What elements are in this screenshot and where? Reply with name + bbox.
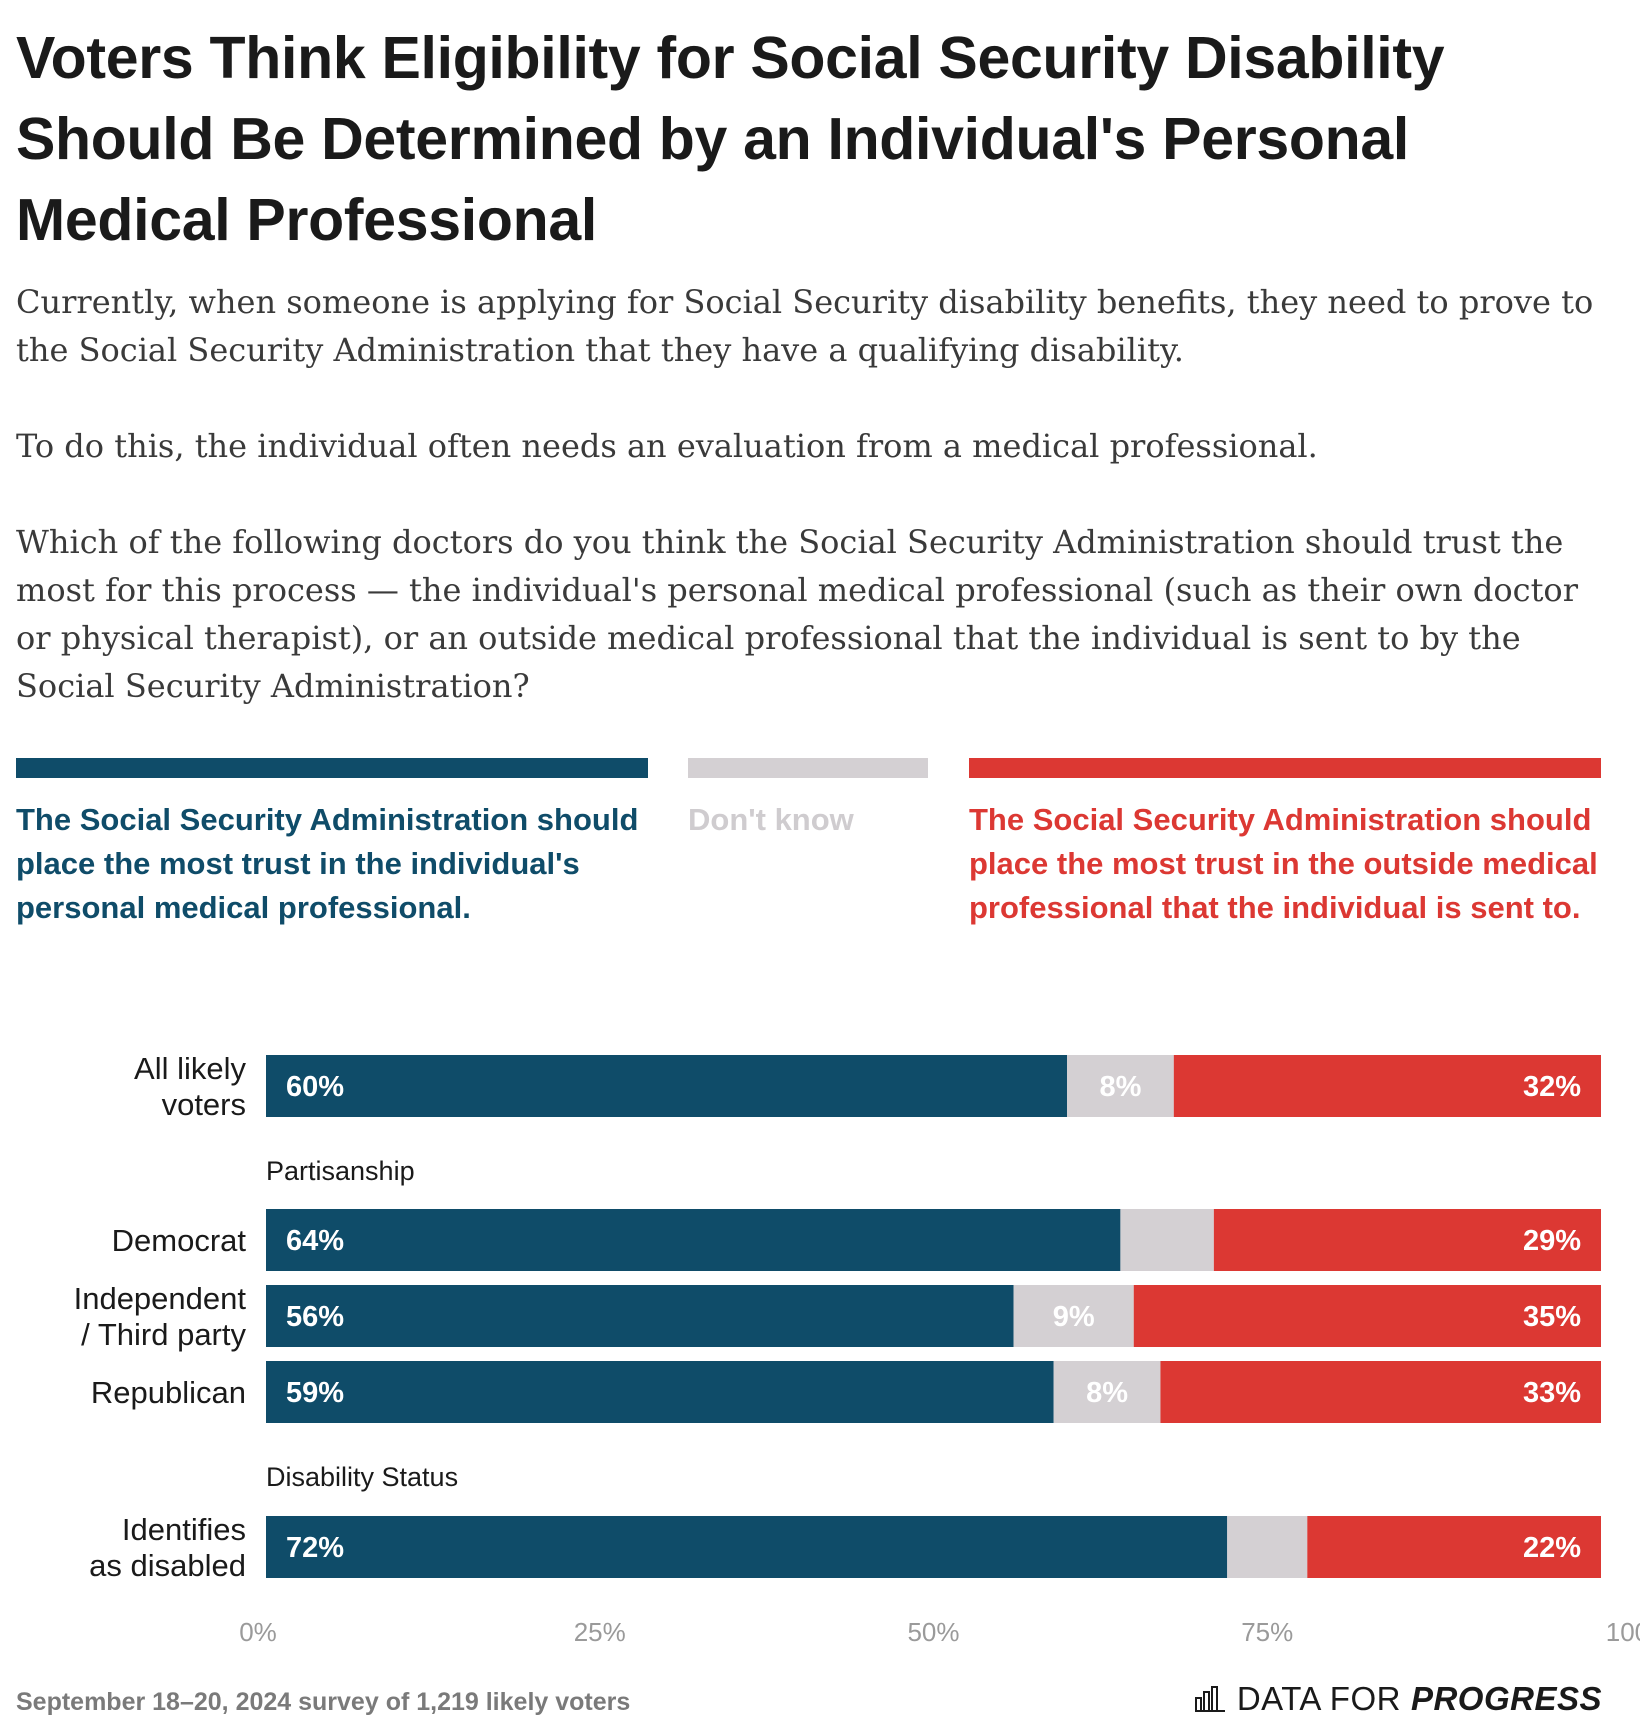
brand-logo: DATA FOR PROGRESS — [1194, 1680, 1602, 1718]
bar-segment-dont-know — [1053, 1361, 1161, 1423]
row-label: All likely voters — [134, 1051, 246, 1122]
legend-dont-know-label: Don't know — [688, 802, 854, 837]
data-label: 72% — [286, 1532, 344, 1564]
page-title: Voters Think Eligibility for Social Secu… — [16, 25, 1445, 253]
x-tick-label: 75% — [1241, 1617, 1293, 1647]
stacked-bar-chart: All likely voters 60% 8% 32% Partisanship Demo… — [74, 1051, 1640, 1647]
data-label: 35% — [1523, 1301, 1581, 1333]
bar-segment-personal — [266, 1361, 1054, 1423]
data-label: 29% — [1523, 1225, 1581, 1257]
data-label: 32% — [1523, 1071, 1581, 1103]
x-tick-label: 0% — [239, 1617, 277, 1647]
row-label: Identifies as disabled — [89, 1512, 246, 1583]
legend-personal: The Social Security Administration shoul… — [16, 758, 648, 930]
bar-segment-personal — [266, 1055, 1067, 1117]
data-label: 8% — [1099, 1071, 1141, 1103]
group-label: Disability Status — [266, 1462, 458, 1492]
legend-personal-swatch — [16, 758, 648, 778]
brand-text-strong: PROGRESS — [1410, 1680, 1602, 1717]
data-label: 56% — [286, 1301, 344, 1333]
bar-segment-personal — [266, 1285, 1014, 1347]
legend-outside-swatch — [969, 758, 1601, 778]
question-paragraph-1: Currently, when someone is applying for … — [16, 283, 1594, 369]
data-label: 9% — [1053, 1301, 1095, 1333]
bar-segment-dont-know — [1227, 1516, 1308, 1578]
data-label: 33% — [1523, 1377, 1581, 1409]
legend-outside-label: The Social Security Administration shoul… — [969, 802, 1598, 925]
x-tick-label: 50% — [907, 1617, 959, 1647]
legend-personal-label: The Social Security Administration shoul… — [16, 802, 639, 925]
bar-segment-outside — [1213, 1209, 1601, 1271]
question-paragraph-3: Which of the following doctors do you th… — [16, 523, 1578, 705]
survey-footnote: September 18–20, 2024 survey of 1,219 li… — [16, 1688, 631, 1716]
question-text: Currently, when someone is applying for … — [16, 278, 1616, 710]
bar-segment-dont-know — [1013, 1285, 1134, 1347]
bar-chart-icon — [1194, 1686, 1225, 1712]
bar-segment-outside — [1307, 1516, 1601, 1578]
legend-dont-know-swatch — [688, 758, 928, 778]
row-label: Independent / Third party — [74, 1281, 247, 1352]
data-label: 22% — [1523, 1532, 1581, 1564]
row-label: Democrat — [112, 1223, 247, 1258]
x-tick-label: 100% — [1606, 1617, 1640, 1647]
group-label: Partisanship — [266, 1156, 415, 1186]
bar-segment-dont-know — [1067, 1055, 1174, 1117]
bar-segment-dont-know — [1120, 1209, 1214, 1271]
x-tick-label: 25% — [574, 1617, 626, 1647]
question-paragraph-2: To do this, the individual often needs a… — [16, 427, 1318, 465]
legend-dont-know: Don't know — [688, 758, 928, 842]
data-label: 59% — [286, 1377, 344, 1409]
bar-segment-personal — [266, 1209, 1121, 1271]
bar-segment-personal — [266, 1516, 1228, 1578]
bar-segment-outside — [1173, 1055, 1601, 1117]
row-label: Republican — [91, 1375, 246, 1410]
bar-segment-outside — [1160, 1361, 1601, 1423]
brand-text-plain: DATA FOR — [1236, 1680, 1401, 1717]
bar-segment-outside — [1133, 1285, 1601, 1347]
data-label: 64% — [286, 1225, 344, 1257]
data-label: 8% — [1086, 1377, 1128, 1409]
legend-outside: The Social Security Administration shoul… — [969, 758, 1601, 930]
data-label: 60% — [286, 1071, 344, 1103]
